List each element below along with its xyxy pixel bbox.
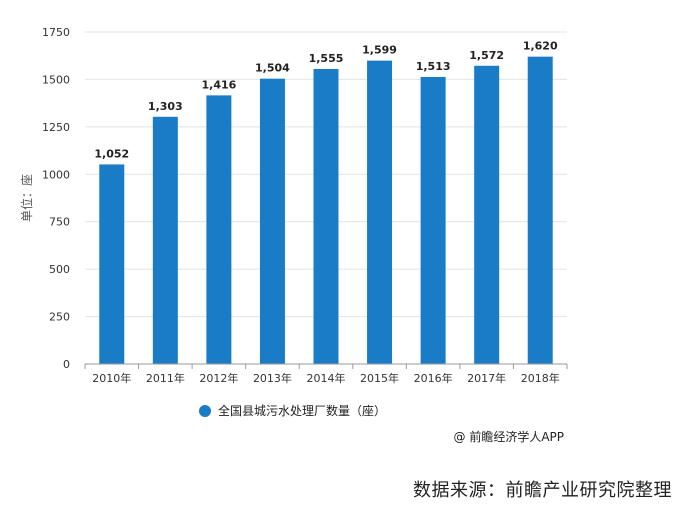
data-labels: 1,052 1,303 1,416 1,504 1,555 1,599 1,513 1,572… [94,40,558,161]
data-label: 1,504 [255,62,290,75]
x-tick-label: 2018年 [521,371,560,385]
x-axis-ticks: 2010年 2011年 2012年 2013年 2014年 2015年 2016年 2017年… [84,364,568,385]
y-axis-ticks: 0 250 500 750 1000 1250 1500 1750 [42,26,70,371]
bar [420,76,446,365]
y-tick-label: 1500 [42,73,70,86]
x-tick-label: 2017年 [467,371,506,385]
data-label: 1,599 [362,44,397,57]
bar [206,95,232,365]
x-tick-label: 2015年 [360,371,399,385]
x-tick-label: 2010年 [92,371,131,385]
bar [367,60,393,365]
data-label: 1,555 [309,52,344,65]
data-label: 1,052 [94,147,129,160]
y-tick-label: 1750 [42,26,70,39]
bars [99,56,553,365]
legend: 全国县城污水处理厂数量（座） [199,402,386,419]
x-tick-label: 2011年 [146,371,185,385]
bar [259,78,285,365]
y-tick-label: 750 [49,216,70,229]
data-label: 1,416 [201,78,236,91]
x-tick-label: 2016年 [414,371,453,385]
y-tick-label: 1000 [42,168,70,181]
bar [527,56,553,365]
y-axis-label: 单位：座 [19,174,34,222]
bar [152,116,178,365]
credit-text: @ 前瞻经济学人APP [453,430,565,444]
bar [474,65,500,365]
x-tick-label: 2013年 [253,371,292,385]
data-label: 1,572 [469,49,504,62]
x-tick-label: 2012年 [199,371,238,385]
source-text: 数据来源：前瞻产业研究院整理 [413,480,672,501]
bar [313,68,339,364]
y-tick-label: 0 [63,358,70,371]
data-label: 1,513 [416,60,451,73]
legend-swatch [199,404,211,417]
bar-chart: 0 250 500 750 1000 1250 1500 1750 1,052 1,303 1,4… [19,26,568,385]
legend-label: 全国县城污水处理厂数量（座） [218,404,387,418]
x-tick-label: 2014年 [307,371,346,385]
data-label: 1,620 [523,40,558,53]
bar [99,164,125,364]
data-label: 1,303 [148,100,183,113]
y-tick-label: 250 [49,311,70,324]
y-tick-label: 1250 [42,121,70,134]
y-tick-label: 500 [49,263,70,276]
